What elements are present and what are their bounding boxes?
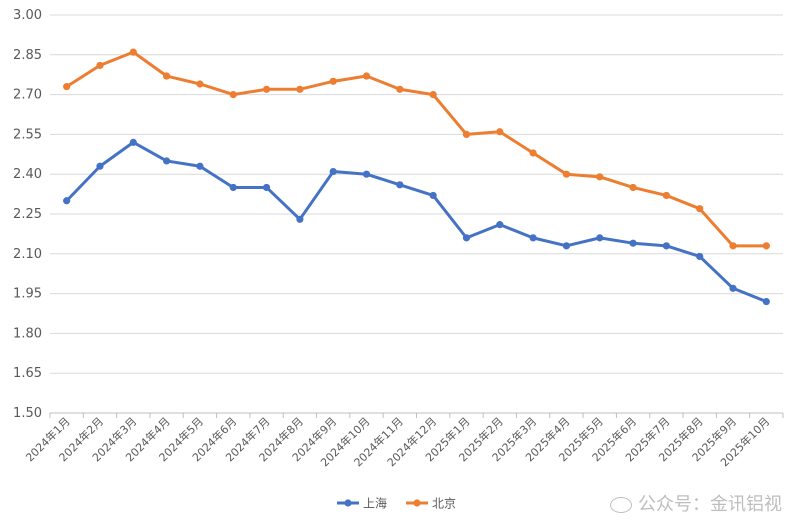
watermark: 公众号：金讯铝视: [610, 490, 782, 516]
y-tick-label: 2.70: [13, 88, 42, 103]
y-tick-label: 3.00: [13, 8, 42, 23]
y-tick-label: 1.80: [13, 326, 42, 341]
data-point: [696, 252, 704, 261]
legend: 上海 北京: [337, 496, 456, 511]
data-point: [596, 173, 604, 181]
data-point: [96, 61, 104, 70]
data-point: [562, 170, 571, 178]
data-point: [529, 149, 537, 157]
y-tick-label: 1.65: [13, 366, 42, 381]
data-point: [596, 234, 604, 242]
data-point: [696, 205, 704, 213]
data-point: [662, 191, 670, 200]
data-point: [296, 85, 304, 93]
data-point: [462, 130, 471, 138]
y-tick-label: 1.50: [13, 406, 42, 421]
data-point: [129, 138, 137, 146]
data-point: [63, 197, 71, 205]
data-point: [63, 83, 71, 91]
data-point: [662, 242, 670, 250]
data-point: [762, 242, 770, 250]
data-point: [229, 91, 237, 99]
data-point: [196, 162, 204, 170]
data-point: [729, 242, 737, 250]
y-tick-label: 2.40: [13, 167, 42, 182]
x-axis: 2024年1月2024年2月2024年3月2024年4月2024年5月2024年…: [23, 413, 784, 469]
data-point: [96, 162, 104, 170]
data-point: [396, 181, 404, 189]
data-point: [329, 77, 337, 85]
data-point: [429, 191, 437, 200]
data-point: [496, 221, 504, 229]
wechat-icon: [610, 497, 632, 513]
series-line-0: [65, 140, 767, 303]
y-tick-label: 2.10: [13, 247, 42, 262]
data-point: [629, 183, 637, 192]
data-point: [496, 128, 504, 136]
data-point: [296, 215, 304, 223]
watermark-text: 公众号：金讯铝视: [638, 494, 782, 515]
legend-swatch-marker: [344, 499, 352, 507]
y-tick-label: 2.25: [13, 207, 42, 222]
data-point: [396, 85, 404, 93]
data-point: [163, 72, 171, 80]
legend-label: 上海: [363, 496, 387, 511]
data-point: [762, 297, 770, 306]
data-point: [562, 242, 571, 250]
data-point: [362, 170, 371, 178]
y-tick-label: 1.95: [13, 287, 42, 302]
data-point: [462, 234, 471, 242]
data-point: [529, 234, 537, 242]
data-point: [362, 72, 371, 80]
data-point: [329, 167, 337, 176]
data-point: [129, 48, 137, 56]
legend-swatch-marker: [413, 499, 421, 507]
data-point: [229, 183, 237, 192]
gridlines: [50, 14, 783, 414]
data-point: [196, 80, 204, 88]
y-tick-label: 2.55: [13, 127, 42, 142]
data-point: [629, 239, 637, 247]
data-point: [262, 183, 271, 192]
data-point: [262, 85, 271, 93]
y-axis: 1.50 1.65 1.80 1.95 2.10 2.25 2.40 2.55 2.70 2.85…: [13, 8, 42, 421]
data-point: [729, 284, 737, 292]
data-point: [429, 91, 437, 99]
legend-label: 北京: [432, 497, 456, 511]
series-group: [63, 48, 770, 306]
series-line-1: [65, 50, 767, 248]
y-tick-label: 2.85: [13, 48, 42, 63]
data-point: [163, 157, 171, 165]
